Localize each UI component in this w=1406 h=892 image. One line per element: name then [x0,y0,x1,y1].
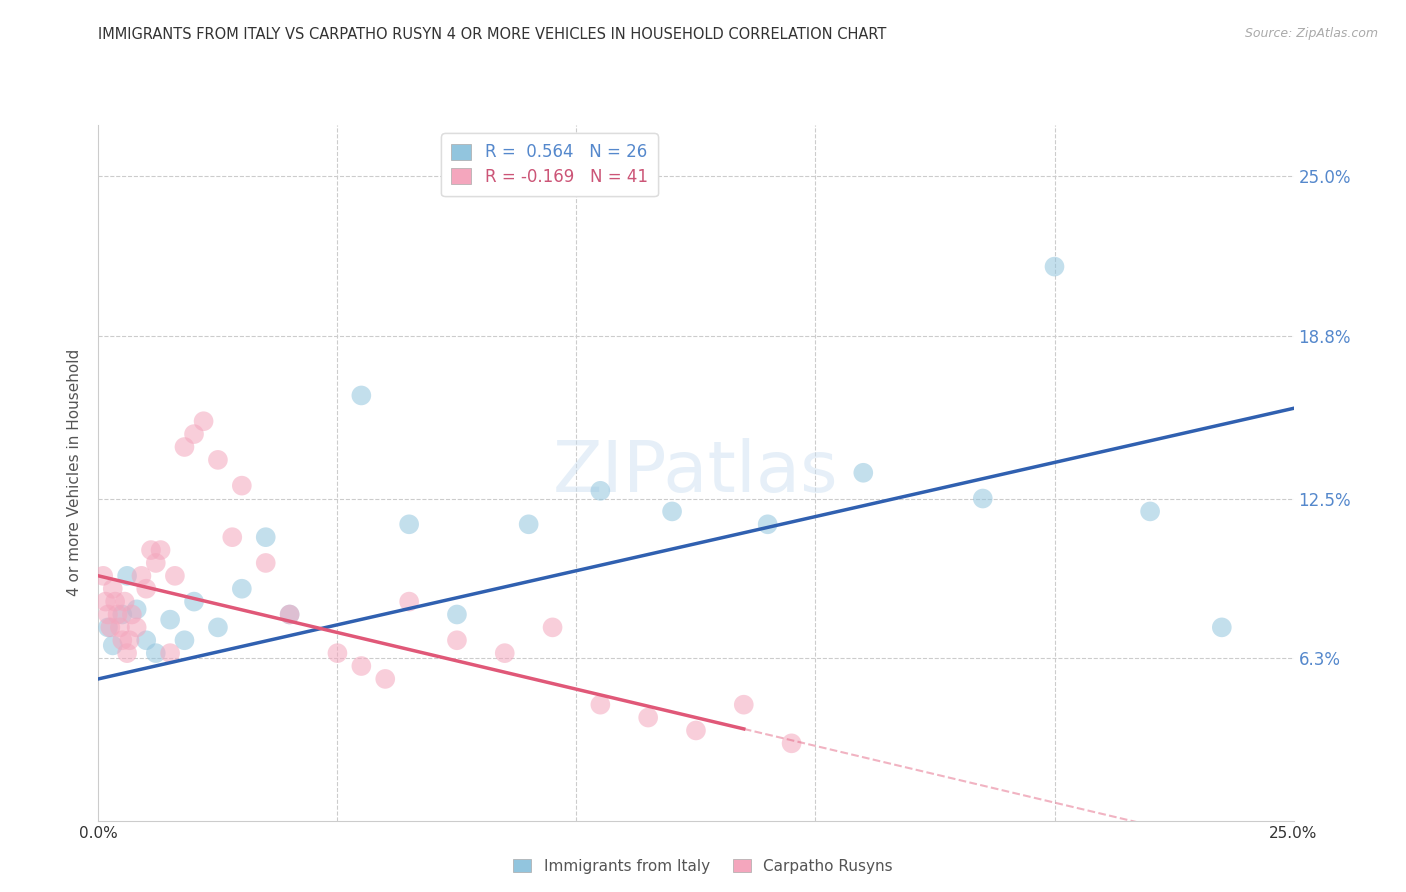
Point [108,620,131,634]
Point [589,698,612,712]
Point [135,633,157,648]
Text: IMMIGRANTS FROM ITALY VS CARPATHO RUSYN 4 OR MORE VEHICLES IN HOUSEHOLD CORRELAT: IMMIGRANTS FROM ITALY VS CARPATHO RUSYN … [98,27,887,42]
Point [1211,620,1233,634]
Point [852,466,875,480]
Point [374,672,396,686]
Point [350,659,373,673]
Point [350,388,373,402]
Point [101,639,124,653]
Point [193,414,215,428]
Point [104,594,127,608]
Point [221,530,243,544]
Point [125,620,148,634]
Point [207,620,229,634]
Point [517,517,540,532]
Point [173,633,195,648]
Point [163,569,186,583]
Point [661,504,683,518]
Point [446,633,468,648]
Point [326,646,349,660]
Point [139,543,162,558]
Point [115,569,138,583]
Point [780,736,803,750]
Point [97,607,120,622]
Point [111,633,134,648]
Point [589,483,612,498]
Point [183,427,205,442]
Point [733,698,755,712]
Point [114,594,136,608]
Point [541,620,564,634]
Text: Source: ZipAtlas.com: Source: ZipAtlas.com [1244,27,1378,40]
Legend: R =  0.564   N = 26, R = -0.169   N = 41: R = 0.564 N = 26, R = -0.169 N = 41 [441,133,658,196]
Point [231,478,253,492]
Point [278,607,301,622]
Point [91,569,114,583]
Point [254,530,277,544]
Point [494,646,516,660]
Point [111,607,134,622]
Point [107,607,129,622]
Point [131,569,153,583]
Point [135,582,157,596]
Point [149,543,172,558]
Point [121,607,143,622]
Point [398,517,420,532]
Point [159,646,181,660]
Text: ZIPatlas: ZIPatlas [553,438,839,508]
Point [685,723,707,738]
Point [173,440,195,454]
Point [446,607,468,622]
Point [94,594,117,608]
Point [1043,260,1066,274]
Point [756,517,779,532]
Point [398,594,420,608]
Point [145,646,167,660]
Point [125,602,148,616]
Point [98,620,122,634]
Y-axis label: 4 or more Vehicles in Household: 4 or more Vehicles in Household [67,349,83,597]
Point [159,613,181,627]
Point [278,607,301,622]
Point [1139,504,1161,518]
Point [231,582,253,596]
Point [115,646,138,660]
Point [637,710,659,724]
Point [97,620,120,634]
Point [254,556,277,570]
Point [101,582,124,596]
Point [145,556,167,570]
Legend: Immigrants from Italy, Carpatho Rusyns: Immigrants from Italy, Carpatho Rusyns [508,853,898,880]
Point [183,594,205,608]
Point [972,491,994,506]
Point [118,633,141,648]
Point [207,453,229,467]
